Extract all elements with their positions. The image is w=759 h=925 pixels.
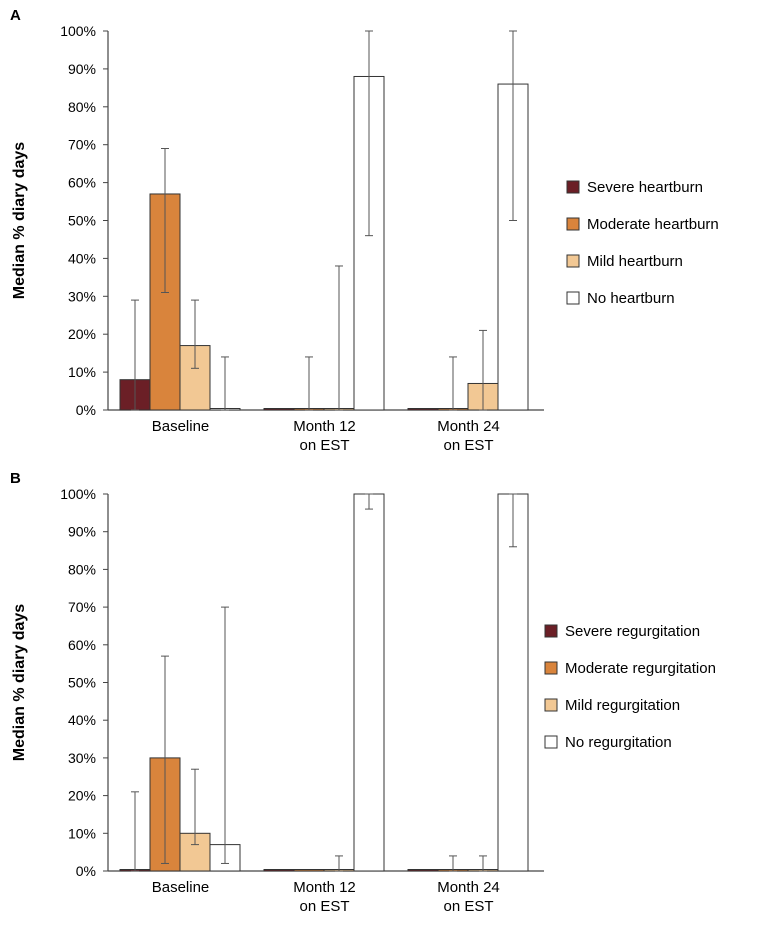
y-tick-label: 80%	[68, 99, 96, 115]
legend-swatch	[544, 698, 558, 712]
y-tick-label: 60%	[68, 637, 96, 653]
y-tick-label: 50%	[68, 213, 96, 229]
legend-label: Moderate regurgitation	[565, 660, 716, 677]
bar	[293, 869, 325, 872]
x-tick-label: Month 24	[437, 879, 500, 896]
y-tick-label: 50%	[68, 675, 96, 691]
y-tick-label: 70%	[68, 137, 96, 153]
x-tick-label: on EST	[299, 898, 349, 915]
y-axis-label: Median % diary days	[11, 142, 28, 299]
panel-label: A	[10, 7, 21, 24]
legend-label: Mild heartburn	[587, 253, 683, 270]
panel-label: B	[10, 470, 21, 487]
legend-swatch	[544, 661, 558, 675]
y-tick-label: 0%	[76, 863, 96, 879]
y-tick-label: 90%	[68, 61, 96, 77]
x-tick-label: Month 12	[293, 879, 356, 896]
legend-swatch	[566, 217, 580, 231]
x-tick-label: Baseline	[152, 879, 210, 896]
y-tick-label: 60%	[68, 175, 96, 191]
x-tick-label: on EST	[299, 437, 349, 454]
legend-label: Mild regurgitation	[565, 697, 680, 714]
y-tick-label: 30%	[68, 750, 96, 766]
x-tick-label: on EST	[443, 898, 493, 915]
legend-swatch	[566, 254, 580, 268]
y-tick-label: 10%	[68, 825, 96, 841]
bar	[497, 493, 529, 872]
x-tick-label: Month 12	[293, 418, 356, 435]
y-tick-label: 100%	[60, 23, 96, 39]
y-tick-label: 80%	[68, 561, 96, 577]
y-tick-label: 40%	[68, 712, 96, 728]
y-tick-label: 70%	[68, 599, 96, 615]
legend-label: Severe heartburn	[587, 179, 703, 196]
bar	[263, 869, 295, 872]
legend-label: Moderate heartburn	[587, 216, 719, 233]
bar	[407, 408, 439, 411]
chart-panel-b: B Median % diary days 0% 10% 20% 30% 40% 50% 60%…	[10, 470, 716, 915]
legend-label: Severe regurgitation	[565, 623, 700, 640]
legend-swatch	[566, 291, 580, 305]
y-tick-label: 20%	[68, 326, 96, 342]
chart-panel-a: A Median % diary days 0% 10% 20% 30% 40% 50% 60%…	[10, 7, 719, 454]
y-tick-label: 10%	[68, 364, 96, 380]
x-tick-label: on EST	[443, 437, 493, 454]
y-tick-label: 40%	[68, 250, 96, 266]
bar	[353, 493, 385, 872]
x-tick-label: Baseline	[152, 418, 210, 435]
legend-swatch	[544, 624, 558, 638]
y-tick-label: 20%	[68, 788, 96, 804]
y-tick-label: 30%	[68, 288, 96, 304]
bar	[407, 869, 439, 872]
legend-label: No heartburn	[587, 290, 675, 307]
y-tick-label: 0%	[76, 402, 96, 418]
legend-swatch	[544, 735, 558, 749]
y-tick-label: 90%	[68, 524, 96, 540]
bar	[263, 408, 295, 411]
legend-label: No regurgitation	[565, 734, 672, 751]
y-tick-label: 100%	[60, 486, 96, 502]
y-axis-label: Median % diary days	[11, 604, 28, 761]
x-tick-label: Month 24	[437, 418, 500, 435]
legend-swatch	[566, 180, 580, 194]
